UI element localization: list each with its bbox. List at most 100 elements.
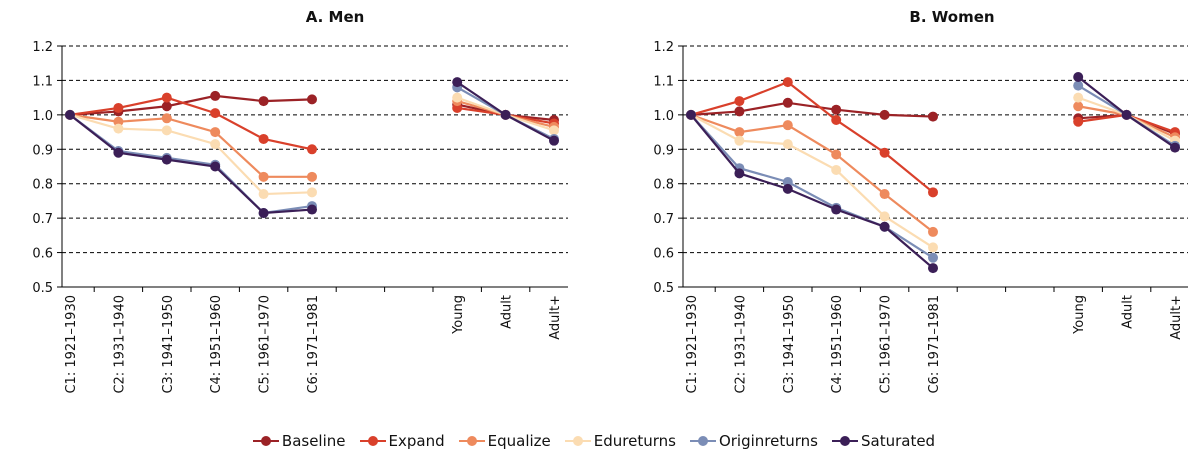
chart-panel-2: B. Women 0.5 0.6 0.7 0.8 0.9 1.0 1.1 1.2 C1: 1921… bbox=[653, 8, 1188, 394]
x-tick-label: C5: 1961–1970 bbox=[879, 295, 894, 394]
data-point bbox=[782, 176, 793, 187]
data-point bbox=[307, 171, 317, 182]
chart-panel-1: A. Men 0.5 0.6 0.7 0.8 0.9 1.0 1.1 1.2 C1: 1921–1… bbox=[32, 8, 568, 394]
data-point bbox=[210, 161, 221, 172]
x-tick-label: C1: 1921–1930 bbox=[64, 295, 79, 394]
data-point bbox=[258, 189, 269, 200]
data-point bbox=[831, 164, 842, 175]
chart-svg: A. Men 0.5 0.6 0.7 0.8 0.9 1.0 1.1 1.2 C1: 1921–1… bbox=[32, 8, 1188, 394]
data-point bbox=[113, 116, 124, 127]
data-point bbox=[686, 109, 696, 120]
series-line bbox=[69, 113, 312, 178]
y-tick-label: 1.0 bbox=[653, 109, 674, 124]
x-tick-label: Young bbox=[451, 295, 466, 335]
data-point bbox=[500, 109, 511, 120]
legend-swatch bbox=[689, 435, 716, 447]
legend-marker bbox=[466, 436, 477, 446]
data-point bbox=[734, 96, 745, 107]
y-tick-label: 1.1 bbox=[32, 74, 53, 89]
y-tick-label: 0.7 bbox=[653, 212, 674, 227]
data-point bbox=[782, 77, 793, 88]
x-tick-label: C3: 1941–1950 bbox=[782, 295, 797, 394]
data-point bbox=[928, 111, 938, 122]
data-point bbox=[831, 104, 842, 115]
data-point bbox=[1073, 80, 1084, 91]
data-point bbox=[113, 102, 124, 113]
y-tick-label: 1.2 bbox=[653, 40, 674, 55]
y-tick-label: 0.6 bbox=[653, 247, 674, 262]
y-tick-label: 0.7 bbox=[32, 212, 53, 227]
series-saturated bbox=[65, 77, 559, 218]
legend-label: Originreturns bbox=[718, 432, 818, 450]
data-point bbox=[1073, 71, 1084, 82]
legend-swatch bbox=[831, 435, 858, 447]
data-point bbox=[307, 144, 317, 155]
x-tick-label: C4: 1951–1960 bbox=[209, 295, 224, 394]
x-tick-label: C5: 1961–1970 bbox=[258, 295, 273, 394]
data-point bbox=[113, 147, 124, 158]
series-line bbox=[690, 101, 934, 118]
legend-item-edureturns: Edureturns bbox=[564, 432, 676, 450]
legend-marker bbox=[367, 436, 378, 446]
data-point bbox=[1073, 92, 1084, 103]
series-equalize bbox=[686, 101, 1180, 237]
series-line bbox=[690, 114, 934, 259]
legend-swatch bbox=[359, 435, 386, 447]
data-point bbox=[549, 135, 559, 146]
x-tick-label: Adult bbox=[500, 295, 515, 329]
series-line bbox=[69, 94, 313, 116]
x-tick-label: Adult bbox=[1121, 295, 1136, 329]
y-tick-label: 0.9 bbox=[32, 143, 53, 158]
legend-marker bbox=[839, 436, 850, 446]
legend-item-saturated: Saturated bbox=[831, 432, 936, 450]
data-point bbox=[1073, 101, 1084, 112]
legend-swatch bbox=[564, 435, 591, 447]
x-tick-label: Adult+ bbox=[1169, 295, 1184, 340]
data-point bbox=[307, 94, 317, 105]
legend-item-expand: Expand bbox=[359, 432, 445, 450]
legend-marker bbox=[697, 436, 708, 446]
x-tick-label: C6: 1971–1981 bbox=[927, 295, 942, 394]
data-point bbox=[928, 242, 938, 253]
data-point bbox=[307, 204, 317, 215]
series-line bbox=[690, 113, 934, 233]
data-point bbox=[831, 149, 842, 160]
data-point bbox=[210, 90, 221, 101]
series-line bbox=[690, 114, 934, 269]
data-point bbox=[258, 171, 269, 182]
data-point bbox=[879, 221, 890, 232]
data-point bbox=[831, 204, 842, 215]
data-point bbox=[782, 139, 793, 150]
x-tick-label: Adult+ bbox=[548, 295, 563, 340]
series-line bbox=[690, 80, 934, 194]
y-tick-label: 1.2 bbox=[32, 40, 53, 55]
legend-swatch bbox=[458, 435, 485, 447]
legend: Baseline Expand Equalize Edureturns Orig… bbox=[0, 432, 1188, 450]
y-tick-label: 1.1 bbox=[653, 74, 674, 89]
chart-title: B. Women bbox=[909, 8, 994, 26]
data-point bbox=[782, 120, 793, 131]
data-point bbox=[452, 77, 463, 88]
data-point bbox=[258, 133, 269, 144]
data-point bbox=[161, 125, 172, 136]
data-point bbox=[161, 113, 172, 124]
legend-swatch bbox=[252, 435, 279, 447]
data-point bbox=[928, 226, 938, 237]
data-point bbox=[210, 127, 221, 138]
legend-item-baseline: Baseline bbox=[252, 432, 346, 450]
data-point bbox=[879, 109, 890, 120]
data-point bbox=[161, 92, 172, 103]
legend-label: Saturated bbox=[860, 432, 936, 450]
legend-item-originreturns: Originreturns bbox=[689, 432, 818, 450]
data-point bbox=[65, 109, 75, 120]
x-tick-label: Young bbox=[1072, 295, 1087, 335]
x-tick-label: C2: 1931–1940 bbox=[733, 295, 748, 394]
data-point bbox=[734, 127, 745, 138]
y-tick-label: 0.8 bbox=[32, 178, 53, 193]
data-point bbox=[1121, 109, 1132, 120]
legend-label: Baseline bbox=[281, 432, 346, 450]
data-point bbox=[161, 154, 172, 165]
y-tick-label: 0.5 bbox=[32, 281, 53, 296]
x-tick-label: C6: 1971–1981 bbox=[306, 295, 321, 394]
